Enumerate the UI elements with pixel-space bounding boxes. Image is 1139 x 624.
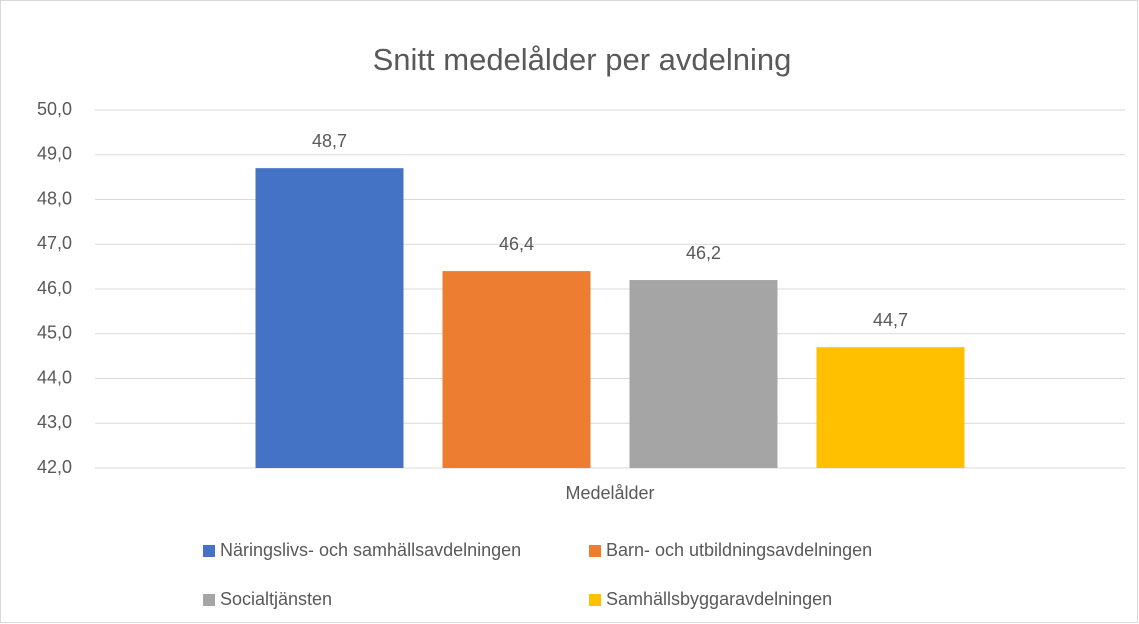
y-tick-label: 46,0 [37, 278, 72, 298]
legend-swatch [203, 594, 215, 606]
legend-swatch [589, 545, 601, 557]
bar [255, 168, 404, 469]
y-tick-label: 45,0 [37, 323, 72, 343]
y-tick-label: 44,0 [37, 367, 72, 387]
data-label: 48,7 [312, 131, 347, 151]
legend-swatch [203, 545, 215, 557]
legend-label: Socialtjänsten [220, 589, 332, 609]
y-tick-label: 48,0 [37, 188, 72, 208]
y-tick-label: 50,0 [37, 99, 72, 119]
data-label: 46,2 [686, 243, 721, 263]
bar [442, 271, 591, 468]
y-tick-label: 42,0 [37, 457, 72, 477]
bar [629, 280, 778, 468]
y-tick-label: 49,0 [37, 144, 72, 164]
data-label: 46,4 [499, 234, 534, 254]
legend-swatch [589, 594, 601, 606]
data-label: 44,7 [873, 310, 908, 330]
legend-label: Barn- och utbildningsavdelningen [606, 540, 872, 560]
x-tick-label: Medelålder [565, 483, 654, 503]
y-tick-label: 43,0 [37, 412, 72, 432]
legend-label: Näringslivs- och samhällsavdelningen [220, 540, 521, 560]
bar [816, 347, 965, 468]
y-tick-label: 47,0 [37, 233, 72, 253]
legend-label: Samhällsbyggaravdelningen [606, 589, 832, 609]
chart-title: Snitt medelålder per avdelning [373, 42, 792, 77]
